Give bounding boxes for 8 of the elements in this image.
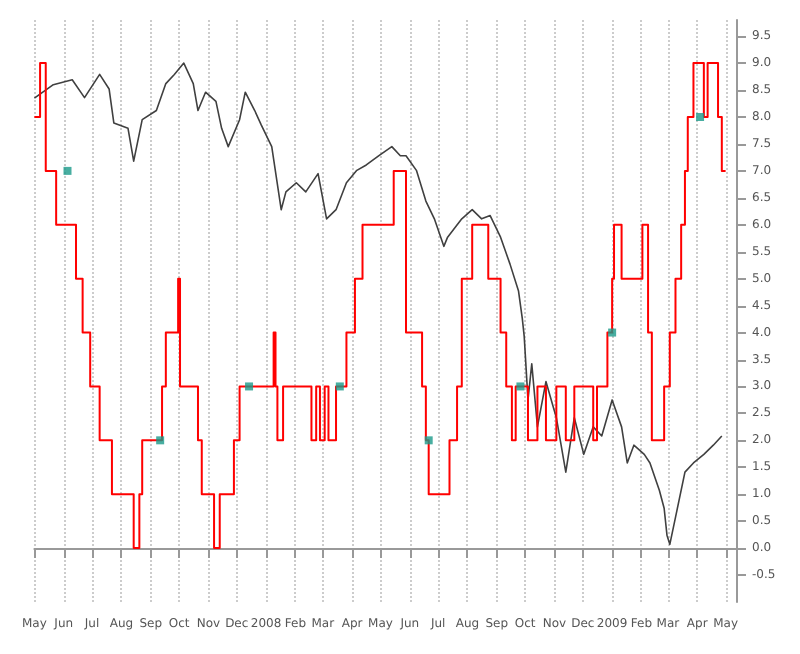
point xyxy=(696,113,705,121)
point xyxy=(608,328,617,337)
point xyxy=(335,382,344,391)
point xyxy=(245,382,254,391)
point xyxy=(156,436,165,445)
point xyxy=(424,436,433,445)
point xyxy=(63,166,72,175)
point xyxy=(516,382,525,391)
